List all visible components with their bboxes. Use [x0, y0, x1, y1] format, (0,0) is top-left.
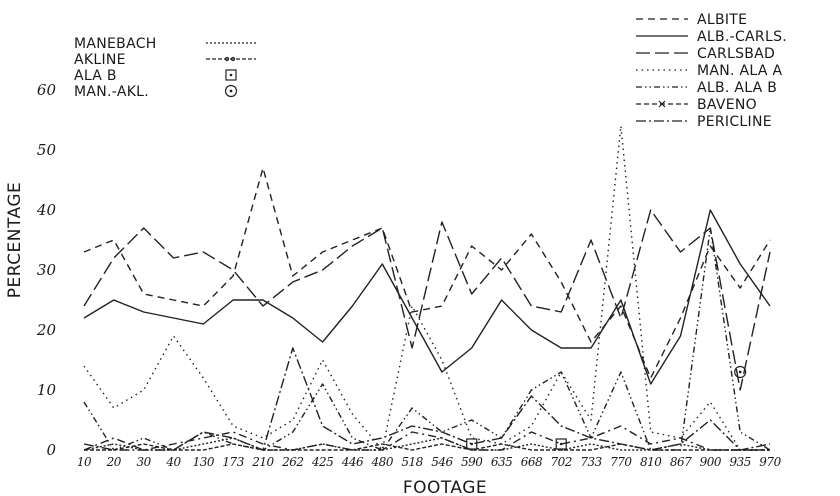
y-tick-label: 10 [37, 381, 57, 399]
y-tick-label: 50 [37, 141, 57, 159]
x-tick-label: 30 [137, 455, 152, 469]
legend-entry-man-ala-a: MAN. ALA A [636, 63, 782, 79]
marker-man-akl [734, 365, 747, 379]
y-axis-ticks: 0 10 20 30 40 50 60 [36, 81, 57, 459]
x-tick-label: 702 [551, 455, 572, 469]
x-tick-label: 210 [251, 455, 274, 469]
x-tick-label: 635 [491, 455, 512, 469]
x-tick-label: 970 [759, 455, 781, 469]
legend-label: PERICLINE [697, 114, 772, 130]
x-tick-label: 810 [640, 455, 662, 469]
marker-ala-b [466, 438, 478, 450]
legend-label: ALA B [74, 68, 117, 84]
legend-label: ALBITE [697, 12, 747, 28]
x-tick-label: 733 [580, 455, 602, 469]
legend-entry-albite: ALBITE [636, 12, 747, 28]
x-tick-label: 425 [311, 455, 333, 469]
x-axis-label: FOOTAGE [403, 478, 487, 496]
legend-label: BAVENO [697, 97, 757, 113]
x-tick-label: 130 [193, 455, 215, 469]
x-tick-label: 20 [106, 455, 122, 469]
series-akline [84, 443, 770, 451]
legend-entry-alb-carls: ALB.-CARLS. [636, 29, 787, 45]
x-tick-label: 770 [610, 455, 632, 469]
legend-entry-akline: AKLINE [74, 52, 256, 68]
legend-label: CARLSBAD [697, 46, 775, 62]
legend-entry-man-akl: MAN.-AKL. [74, 84, 238, 100]
x-axis-ticks: 10 20 30 40 130 173 210 262 425 446 480 518 546 590 63… [77, 455, 782, 469]
series-pericline [83, 347, 771, 451]
legend-label: MANEBACH [74, 36, 157, 52]
series-albite [83, 167, 771, 379]
legend-entry-manebach: MANEBACH [74, 36, 256, 52]
marker-layer [466, 365, 747, 450]
legend-label: ALB. ALA B [697, 80, 777, 96]
x-tick-label: 900 [700, 455, 722, 469]
y-axis-label: PERCENTAGE [5, 182, 25, 299]
legend-label: MAN. ALA A [697, 63, 782, 79]
series-layer [83, 125, 771, 451]
series-alb-carls [83, 209, 771, 385]
x-tick-label: 10 [77, 455, 92, 469]
y-tick-label: 60 [37, 81, 57, 99]
legend-entry-pericline: PERICLINE [636, 114, 772, 130]
y-tick-label: 20 [36, 321, 57, 339]
legend-entry-baveno: BAVENO [636, 97, 757, 113]
series-baveno [83, 425, 770, 451]
legend-entry-alb-ala-b: ALB. ALA B [636, 80, 777, 96]
legend-entry-carlsbad: CARLSBAD [636, 46, 775, 62]
legend-entry-ala-b: ALA B [74, 68, 237, 84]
legend-label: AKLINE [74, 52, 126, 68]
series-carlsbad [83, 209, 771, 391]
x-tick-label: 546 [431, 455, 453, 469]
legend-label: ALB.-CARLS. [697, 29, 787, 45]
y-tick-label: 0 [46, 441, 56, 459]
marker-ala-b [555, 438, 567, 450]
legend-circle-dot-icon [224, 84, 238, 98]
y-tick-label: 40 [36, 201, 57, 219]
x-tick-label: 480 [371, 455, 394, 469]
x-tick-label: 262 [281, 455, 303, 469]
series-manebach [83, 437, 770, 451]
legend-square-dot-icon [225, 69, 237, 81]
x-tick-label: 446 [341, 455, 364, 469]
x-tick-label: 40 [165, 455, 181, 469]
x-tick-label: 935 [729, 455, 750, 469]
x-tick-label: 590 [461, 455, 483, 469]
legend-label: MAN.-AKL. [74, 84, 149, 100]
x-tick-label: 173 [222, 455, 244, 469]
y-tick-label: 30 [37, 261, 57, 279]
series-alb-ala-b [83, 227, 771, 451]
x-tick-label: 668 [521, 455, 543, 469]
x-tick-label: 867 [670, 455, 692, 469]
x-tick-label: 518 [401, 455, 423, 469]
